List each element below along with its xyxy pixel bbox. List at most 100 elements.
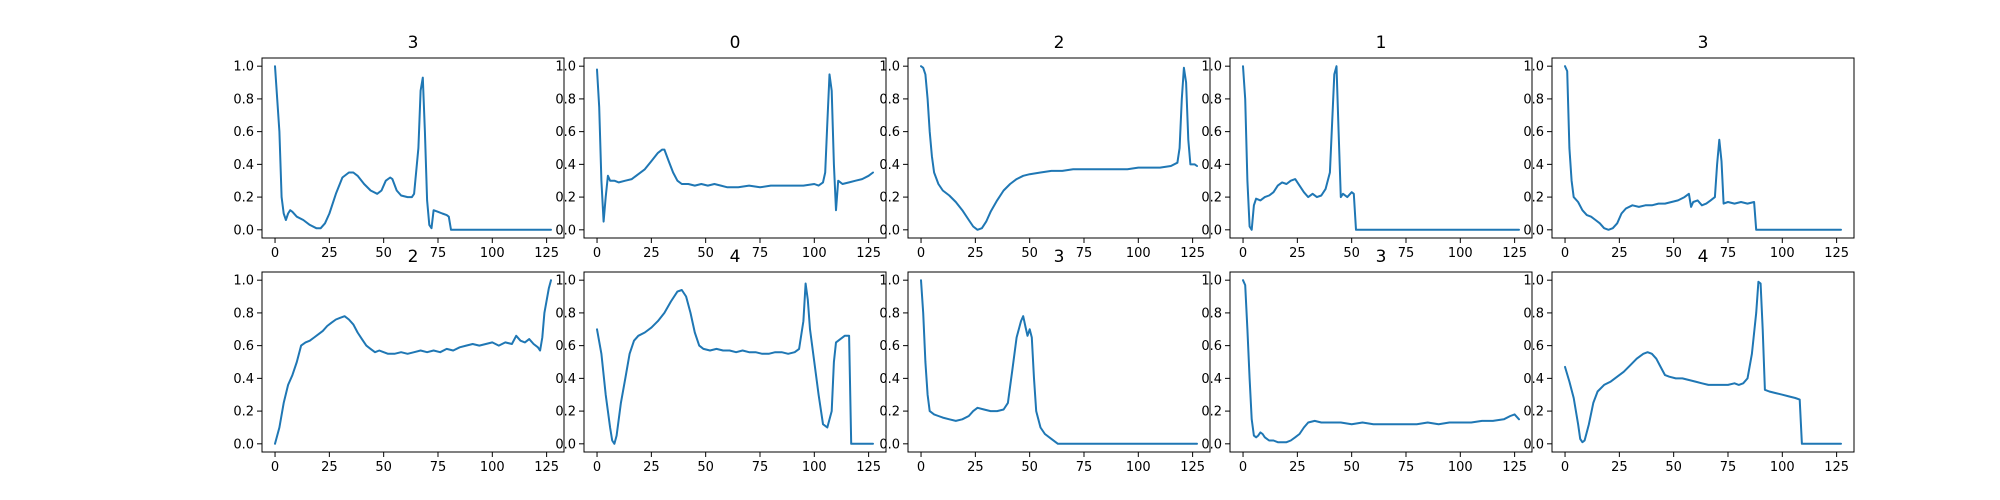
x-tick-label: 75 <box>1076 460 1093 475</box>
x-tick-label: 100 <box>480 246 505 261</box>
y-tick-label: 0.6 <box>879 125 900 140</box>
x-tick-label: 50 <box>1665 460 1682 475</box>
axes-frame <box>583 57 887 239</box>
x-tick-label: 125 <box>1502 460 1527 475</box>
y-tick-label: 1.0 <box>1201 60 1222 75</box>
y-tick-label: 0.0 <box>879 437 900 452</box>
x-tick-label: 25 <box>1289 460 1306 475</box>
y-tick-label: 0.0 <box>233 437 254 452</box>
y-tick-label: 0.2 <box>1201 191 1222 206</box>
subplot-1: 3 0 25 50 75 100 125 0.0 0.2 0.4 0.6 0.8 1.0 <box>233 33 565 261</box>
y-tick-label: 0.4 <box>1201 158 1222 173</box>
x-tick-label: 25 <box>1611 246 1628 261</box>
axes-frame <box>1229 271 1533 453</box>
x-tick-label: 100 <box>1448 246 1473 261</box>
y-tick-label: 0.0 <box>1523 437 1544 452</box>
series-line <box>1564 65 1842 231</box>
series-line <box>596 282 874 445</box>
x-tick-label: 0 <box>593 246 601 261</box>
x-tick-label: 125 <box>856 460 881 475</box>
y-tick-label: 0.2 <box>555 191 576 206</box>
y-tick-label: 1.0 <box>233 60 254 75</box>
y-tick-label: 0.2 <box>233 191 254 206</box>
subplot-5: 3 0 25 50 75 100 125 0.0 0.2 0.4 0.6 0.8 1.0 <box>1523 33 1855 261</box>
y-tick-label: 0.4 <box>1201 372 1222 387</box>
subplot-2: 0 0 25 50 75 100 125 0.0 0.2 0.4 0.6 0.8 1.0 <box>555 33 887 261</box>
x-tick-label: 125 <box>856 246 881 261</box>
x-tick-label: 125 <box>1824 246 1849 261</box>
y-tick-label: 0.6 <box>1523 125 1544 140</box>
y-tick-label: 1.0 <box>1523 274 1544 289</box>
x-tick-label: 100 <box>1126 460 1151 475</box>
subplot-title: 2 <box>1054 33 1065 53</box>
x-tick-label: 50 <box>1021 460 1038 475</box>
y-tick-label: 0.4 <box>233 372 254 387</box>
y-tick-label: 0.2 <box>1523 405 1544 420</box>
x-tick-label: 75 <box>430 460 447 475</box>
x-tick-label: 125 <box>534 460 559 475</box>
x-tick-label: 125 <box>1180 460 1205 475</box>
y-tick-label: 0.8 <box>879 306 900 321</box>
y-tick-label: 0.0 <box>879 223 900 238</box>
series-line <box>1242 279 1520 444</box>
series-line <box>274 279 552 445</box>
y-tick-label: 0.0 <box>1523 223 1544 238</box>
axes-frame <box>1551 271 1855 453</box>
y-tick-label: 0.0 <box>233 223 254 238</box>
x-tick-label: 100 <box>1770 246 1795 261</box>
series-line <box>920 65 1198 231</box>
y-tick-label: 1.0 <box>1201 274 1222 289</box>
y-tick-label: 0.8 <box>1523 306 1544 321</box>
x-tick-label: 0 <box>1239 246 1247 261</box>
subplot-title: 4 <box>730 247 741 267</box>
x-tick-label: 0 <box>593 460 601 475</box>
x-tick-label: 0 <box>1239 460 1247 475</box>
series-line <box>596 68 874 223</box>
y-tick-label: 0.8 <box>555 92 576 107</box>
x-tick-label: 75 <box>430 246 447 261</box>
x-tick-label: 125 <box>534 246 559 261</box>
x-tick-label: 100 <box>1448 460 1473 475</box>
x-tick-label: 125 <box>1502 246 1527 261</box>
x-tick-label: 25 <box>643 246 660 261</box>
y-tick-label: 0.8 <box>879 92 900 107</box>
x-tick-label: 50 <box>1343 460 1360 475</box>
subplot-title: 4 <box>1698 247 1709 267</box>
y-tick-label: 0.4 <box>555 372 576 387</box>
y-tick-label: 0.4 <box>233 158 254 173</box>
x-tick-label: 75 <box>752 246 769 261</box>
subplot-3: 2 0 25 50 75 100 125 0.0 0.2 0.4 0.6 0.8 1.0 <box>879 33 1211 261</box>
x-tick-label: 100 <box>480 460 505 475</box>
y-tick-label: 0.4 <box>1523 158 1544 173</box>
subplot-title: 0 <box>730 33 741 53</box>
y-tick-label: 0.4 <box>879 372 900 387</box>
y-tick-label: 0.6 <box>233 339 254 354</box>
subplot-title: 2 <box>408 247 419 267</box>
axes-frame <box>907 271 1211 453</box>
subplot-title: 3 <box>408 33 419 53</box>
x-tick-label: 75 <box>1398 246 1415 261</box>
y-tick-label: 0.2 <box>879 191 900 206</box>
y-tick-label: 0.6 <box>555 125 576 140</box>
x-tick-label: 100 <box>1770 460 1795 475</box>
x-tick-label: 0 <box>1561 246 1569 261</box>
x-tick-label: 25 <box>643 460 660 475</box>
x-tick-label: 25 <box>321 460 338 475</box>
y-tick-label: 0.2 <box>879 405 900 420</box>
subplot-7: 4 0 25 50 75 100 125 0.0 0.2 0.4 0.6 0.8 1.0 <box>555 247 887 475</box>
y-tick-label: 0.0 <box>1201 223 1222 238</box>
x-tick-label: 125 <box>1180 246 1205 261</box>
series-line <box>274 65 552 231</box>
y-tick-label: 0.0 <box>555 437 576 452</box>
y-tick-label: 1.0 <box>555 274 576 289</box>
x-tick-label: 75 <box>1720 246 1737 261</box>
x-tick-label: 50 <box>1021 246 1038 261</box>
y-tick-label: 0.8 <box>1201 92 1222 107</box>
x-tick-label: 125 <box>1824 460 1849 475</box>
subplot-title: 3 <box>1054 247 1065 267</box>
subplot-8: 3 0 25 50 75 100 125 0.0 0.2 0.4 0.6 0.8 1.0 <box>879 247 1211 475</box>
y-tick-label: 1.0 <box>233 274 254 289</box>
y-tick-label: 0.2 <box>1523 191 1544 206</box>
x-tick-label: 75 <box>1398 460 1415 475</box>
y-tick-label: 0.6 <box>1201 125 1222 140</box>
